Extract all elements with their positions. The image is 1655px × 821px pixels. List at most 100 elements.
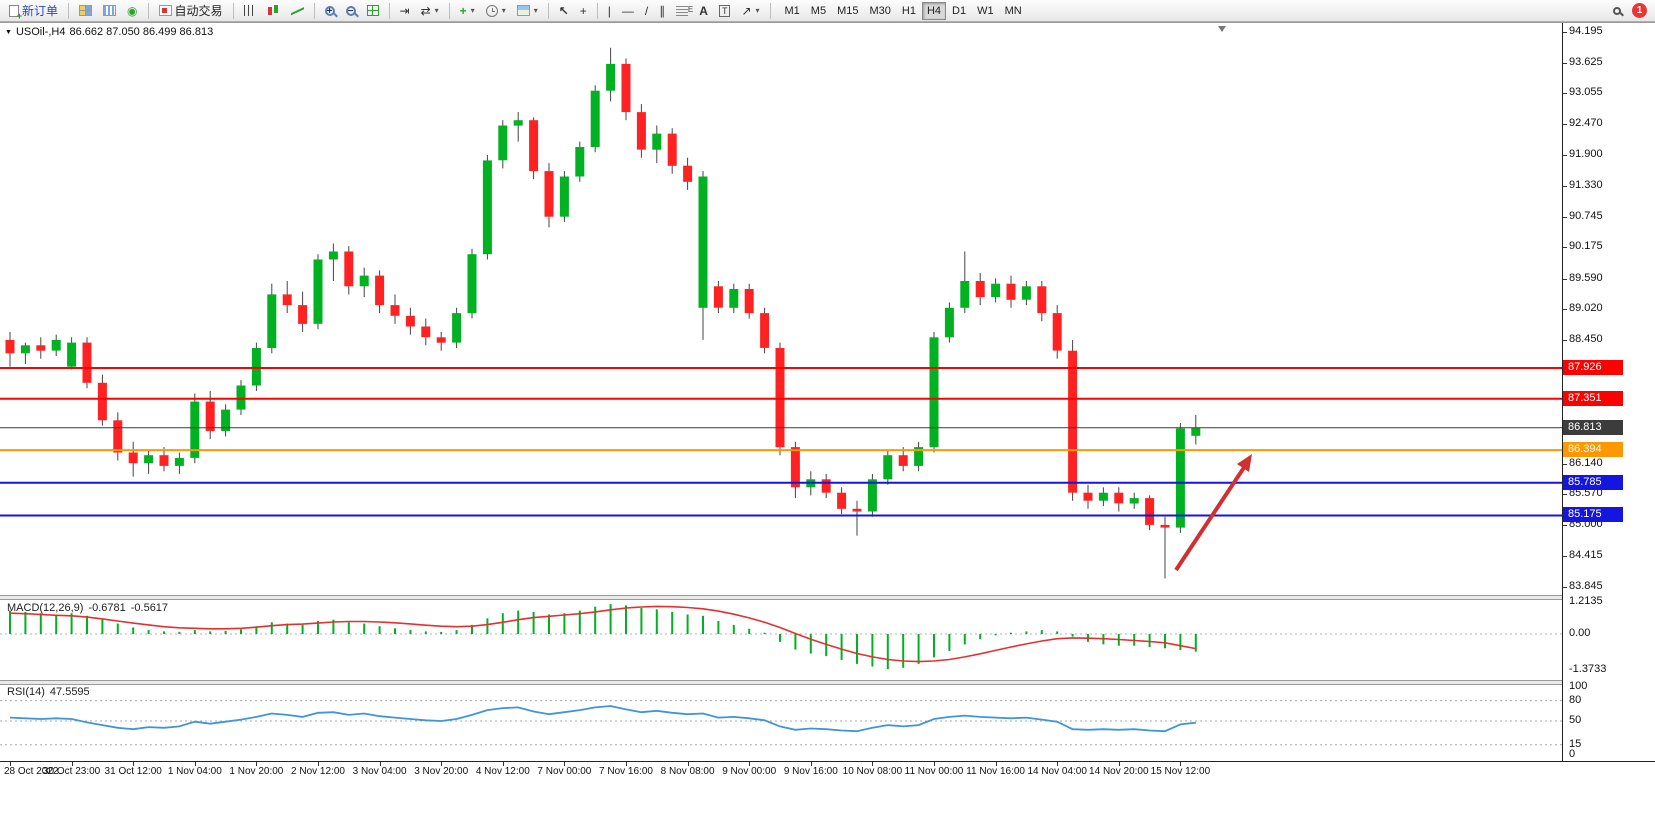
notification-badge[interactable]: 1 — [1632, 3, 1647, 18]
toolbar-separator — [147, 2, 149, 19]
profiles-button[interactable] — [98, 1, 121, 21]
search-icon — [1613, 6, 1621, 15]
timeframe-button-m1[interactable]: M1 — [780, 2, 805, 20]
macd-axis-label: 0.00 — [1569, 627, 1591, 639]
candlestick-chart-type-button[interactable] — [262, 1, 285, 21]
bar-chart-type-button[interactable] — [239, 1, 261, 21]
macd-signal-value: -0.5617 — [130, 602, 169, 614]
candlesticks — [5, 47, 1201, 579]
trendline-icon: / — [644, 3, 649, 18]
price-axis-tick — [1563, 463, 1567, 465]
price-axis-tick — [1563, 339, 1567, 341]
time-axis-tick — [810, 762, 812, 766]
time-axis-label: 28 Oct 2022 — [4, 766, 59, 777]
price-axis-label: 90.745 — [1569, 209, 1603, 222]
chart-shift-marker[interactable] — [1218, 26, 1226, 32]
timeframe-button-h1[interactable]: H1 — [897, 2, 921, 20]
toolbar-separator — [68, 2, 70, 19]
price-axis-label: 89.590 — [1569, 271, 1603, 284]
templates-button[interactable]: ▾ — [512, 1, 543, 21]
chart-shift-button[interactable]: ⇄ ▾ — [416, 1, 444, 21]
time-axis-tick — [1118, 762, 1120, 766]
crosshair-icon: + — [579, 3, 587, 18]
trend-arrow-annotation[interactable] — [1174, 454, 1252, 572]
time-axis-tick — [10, 762, 11, 766]
price-axis-tick — [1563, 62, 1567, 64]
timeframe-button-h4[interactable]: H4 — [921, 1, 947, 20]
main-price-chart[interactable] — [0, 23, 1562, 595]
panel-resize-handle[interactable] — [0, 680, 1655, 685]
broadcast-icon: ◉ — [127, 3, 138, 18]
macd-signal-line — [9, 605, 1196, 663]
time-axis[interactable]: 28 Oct 2022 30 Oct 23:00 31 Oct 12:00 1 Nov… — [0, 761, 1655, 782]
main-toolbar: 新订单 ◉ 自动交易 + − ⇥ ⇄▾ +▾ ▾ ▾ ↖ + | — / ∥ — [0, 0, 1655, 22]
price-axis-label: 94.195 — [1569, 25, 1603, 37]
time-axis-label: 15 Nov 12:00 — [1150, 766, 1211, 777]
price-axis-label: 91.900 — [1569, 148, 1603, 161]
new-order-button[interactable]: 新订单 — [4, 1, 63, 21]
macd-indicator-panel[interactable] — [0, 600, 1562, 680]
macd-histogram — [9, 604, 1197, 670]
timeframe-button-m30[interactable]: M30 — [864, 2, 895, 20]
chevron-down-icon: ▾ — [434, 6, 439, 15]
time-axis-tick — [256, 762, 258, 766]
macd-main-value: -0.6781 — [88, 602, 126, 614]
macd-axis-label: -1.3733 — [1569, 662, 1607, 675]
time-axis-tick — [133, 762, 135, 766]
fibonacci-icon — [676, 5, 693, 16]
timeframe-button-m5[interactable]: M5 — [806, 2, 831, 20]
zoom-out-button[interactable]: − — [341, 1, 361, 21]
price-axis-tick — [1563, 185, 1567, 187]
chart-ohlc-values: 86.662 87.050 86.499 86.813 — [69, 26, 214, 38]
price-axis-tick — [1563, 494, 1567, 496]
time-axis-tick — [749, 762, 751, 766]
arrows-tool-button[interactable]: ↗ ▾ — [736, 1, 764, 21]
timeframe-button-m15[interactable]: M15 — [832, 2, 863, 20]
zoom-in-button[interactable]: + — [320, 1, 340, 21]
price-axis-label: 92.470 — [1569, 117, 1603, 130]
price-axis[interactable]: 94.195 93.625 93.055 92.470 91.900 91.330 90.7… — [1562, 23, 1655, 761]
price-axis-label: 89.020 — [1569, 302, 1603, 315]
rsi-line — [9, 705, 1196, 733]
broadcast-button[interactable]: ◉ — [122, 1, 142, 21]
auto-scroll-button[interactable]: ⇥ — [395, 1, 415, 21]
search-button[interactable] — [1608, 1, 1626, 21]
trendline-tool-button[interactable]: / — [640, 1, 653, 21]
timeframe-button-w1[interactable]: W1 — [972, 2, 999, 20]
chevron-down-icon: ▾ — [501, 6, 506, 15]
rsi-indicator-panel[interactable] — [0, 685, 1562, 761]
price-axis-tick — [1563, 556, 1567, 558]
tile-windows-icon — [366, 5, 379, 16]
time-axis-label: 9 Nov 16:00 — [783, 766, 838, 777]
text-tool-button[interactable]: A — [694, 1, 713, 21]
crosshair-tool-button[interactable]: + — [575, 1, 592, 21]
toolbar-separator — [388, 2, 390, 19]
charts-window-button[interactable] — [74, 1, 97, 21]
price-axis-label: 93.625 — [1569, 55, 1603, 68]
price-axis-label: 84.415 — [1569, 549, 1603, 562]
price-axis-tick — [1563, 32, 1567, 33]
toolbar-separator — [596, 2, 598, 19]
autotrading-button[interactable]: 自动交易 — [154, 1, 228, 21]
text-label-tool-button[interactable]: T — [714, 1, 736, 21]
tile-windows-button[interactable] — [362, 1, 384, 21]
vertical-line-tool-button[interactable]: | — [603, 1, 616, 21]
timeframe-button-d1[interactable]: D1 — [947, 2, 971, 20]
timeframe-toolbar: M1 M5 M15 M30 H1 H4 D1 W1 MN — [780, 1, 1027, 20]
chart-menu-triangle-icon[interactable]: ▼ — [5, 28, 12, 36]
fibonacci-tool-button[interactable] — [671, 1, 693, 21]
time-axis-tick — [379, 762, 381, 766]
periods-button[interactable]: ▾ — [481, 1, 511, 21]
cursor-tool-button[interactable]: ↖ — [554, 1, 574, 21]
line-chart-type-button[interactable] — [286, 1, 309, 21]
rsi-axis-label: 15 — [1569, 737, 1582, 750]
channel-tool-button[interactable]: ∥ — [654, 1, 670, 21]
chart-region: ▼ USOil-,H4 86.662 87.050 86.499 86.813 … — [0, 22, 1655, 821]
time-axis-tick — [1057, 762, 1059, 766]
price-axis-tick — [1563, 586, 1567, 588]
horizontal-line-tool-button[interactable]: — — [617, 1, 639, 21]
timeframe-button-mn[interactable]: MN — [1000, 2, 1027, 20]
time-axis-label: 14 Nov 20:00 — [1089, 766, 1149, 777]
indicators-button[interactable]: + ▾ — [455, 1, 480, 21]
panel-resize-handle[interactable] — [0, 595, 1655, 600]
